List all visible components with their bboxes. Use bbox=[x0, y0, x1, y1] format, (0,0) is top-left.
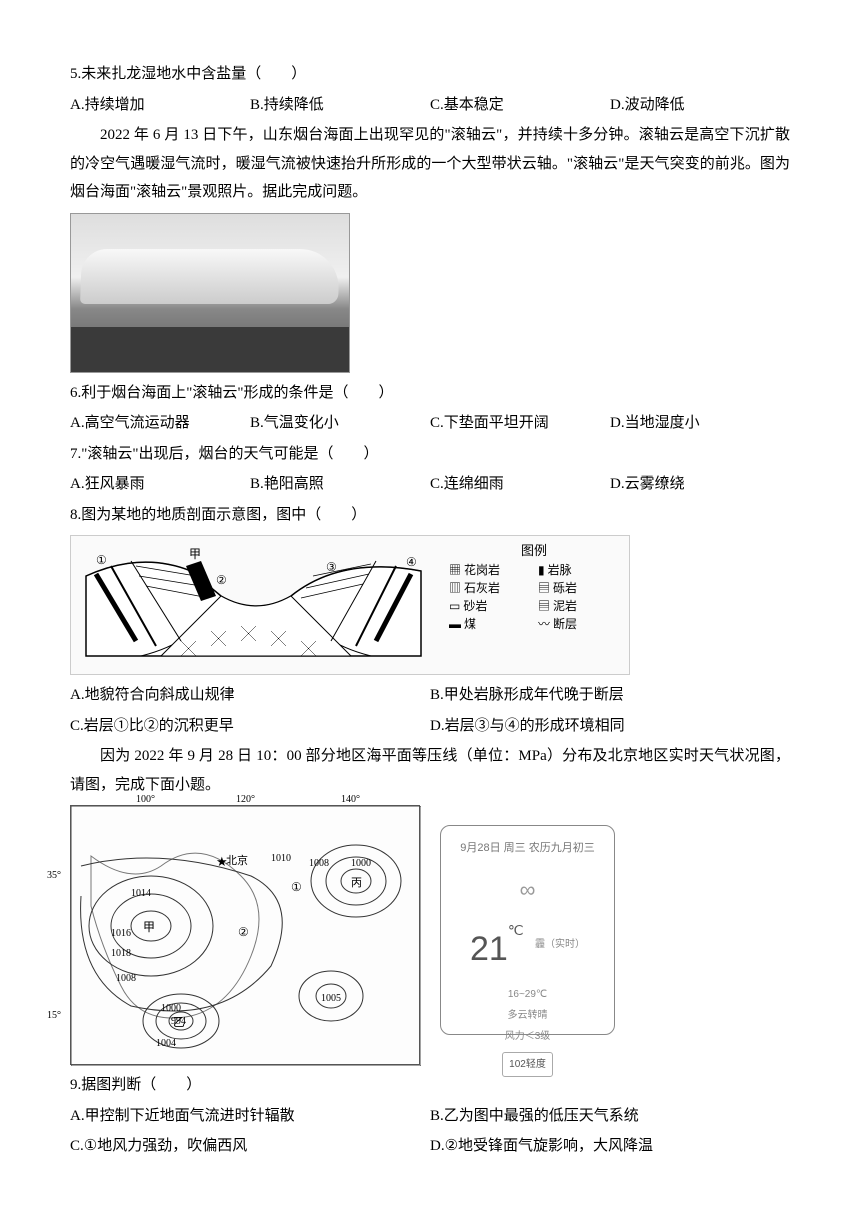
lon-100: 100° bbox=[136, 790, 155, 809]
passage-1: 2022 年 6 月 13 日下午，山东烟台海面上出现罕见的"滚轴云"，并持续十… bbox=[70, 121, 790, 207]
q6-options: A.高空气流运动器 B.气温变化小 C.下垫面平坦开阔 D.当地湿度小 bbox=[70, 409, 790, 438]
q8-options-row2: C.岩层①比②的沉积更早 D.岩层③与④的形成环境相同 bbox=[70, 712, 790, 741]
legend-mudstone: 泥岩 bbox=[553, 599, 577, 613]
svg-text:②: ② bbox=[238, 925, 249, 939]
weather-date: 9月28日 周三 农历九月初三 bbox=[449, 838, 606, 859]
haze-icon: ∞ bbox=[449, 869, 606, 911]
q8-opt-c: C.岩层①比②的沉积更早 bbox=[70, 712, 430, 741]
svg-text:①: ① bbox=[291, 880, 302, 894]
svg-text:④: ④ bbox=[406, 555, 417, 569]
q8-opt-d: D.岩层③与④的形成环境相同 bbox=[430, 712, 790, 741]
svg-text:丙: 丙 bbox=[351, 877, 362, 889]
q5-opt-c: C.基本稳定 bbox=[430, 91, 610, 120]
svg-text:994: 994 bbox=[171, 1016, 186, 1027]
svg-text:1010: 1010 bbox=[271, 853, 291, 864]
q7-options: A.狂风暴雨 B.艳阳高照 C.连绵细雨 D.云雾缭绕 bbox=[70, 470, 790, 499]
svg-text:1000: 1000 bbox=[351, 858, 371, 869]
passage-2: 因为 2022 年 9 月 28 日 10：00 部分地区海平面等压线（单位：M… bbox=[70, 742, 790, 799]
image-geological-section: ① 甲 ② ③ ④ 图例 ▦ 花岗岩▮ 岩脉 ▥ 石灰岩▤ 砾岩 ▭ 砂岩▤ 泥… bbox=[70, 535, 790, 675]
legend-coal: 煤 bbox=[464, 617, 476, 631]
legend-sandstone: 砂岩 bbox=[463, 599, 487, 613]
q7-opt-d: D.云雾缭绕 bbox=[610, 470, 790, 499]
lat-35: 35° bbox=[47, 866, 61, 885]
isobar-map: ★ 北京 甲 乙 丙 ① ② 1010 1008 1014 1018 1008 … bbox=[70, 805, 420, 1065]
q9-options-row1: A.甲控制下近地面气流进时针辐散 B.乙为图中最强的低压天气系统 bbox=[70, 1102, 790, 1131]
q7-opt-a: A.狂风暴雨 bbox=[70, 470, 250, 499]
svg-text:①: ① bbox=[96, 553, 107, 567]
legend-title: 图例 bbox=[449, 541, 619, 561]
lon-140: 140° bbox=[341, 790, 360, 809]
weather-card: 9月28日 周三 农历九月初三 ∞ 21℃ 霾（实时） 16~29℃ 多云转晴 … bbox=[440, 825, 615, 1035]
temp-unit: ℃ bbox=[508, 922, 524, 938]
q8-options-row1: A.地貌符合向斜成山规律 B.甲处岩脉形成年代晚于断层 bbox=[70, 681, 790, 710]
q5-opt-a: A.持续增加 bbox=[70, 91, 250, 120]
map-weather-row: ★ 北京 甲 乙 丙 ① ② 1010 1008 1014 1018 1008 … bbox=[70, 805, 790, 1065]
q6-text: 6.利于烟台海面上"滚轴云"形成的条件是（ ） bbox=[70, 379, 790, 408]
lat-15: 15° bbox=[47, 1006, 61, 1025]
svg-text:1000: 1000 bbox=[161, 1003, 181, 1014]
legend: 图例 ▦ 花岗岩▮ 岩脉 ▥ 石灰岩▤ 砾岩 ▭ 砂岩▤ 泥岩 ▬ 煤〰 断层 bbox=[449, 541, 619, 633]
svg-text:1008: 1008 bbox=[116, 973, 136, 984]
legend-dike: 岩脉 bbox=[548, 563, 572, 577]
svg-text:1004: 1004 bbox=[156, 1038, 176, 1049]
weather-desc: 多云转晴 bbox=[449, 1006, 606, 1025]
q5-options: A.持续增加 B.持续降低 C.基本稳定 D.波动降低 bbox=[70, 91, 790, 120]
lon-120: 120° bbox=[236, 790, 255, 809]
q9-opt-d: D.②地受锋面气旋影响，大风降温 bbox=[430, 1132, 790, 1161]
svg-text:北京: 北京 bbox=[226, 853, 248, 867]
weather-feel: 霾（实时） bbox=[535, 935, 585, 954]
q9-opt-a: A.甲控制下近地面气流进时针辐散 bbox=[70, 1102, 430, 1131]
q6-opt-d: D.当地湿度小 bbox=[610, 409, 790, 438]
q9-opt-b: B.乙为图中最强的低压天气系统 bbox=[430, 1102, 790, 1131]
svg-text:1016: 1016 bbox=[111, 928, 131, 939]
q9-opt-c: C.①地风力强劲，吹偏西风 bbox=[70, 1132, 430, 1161]
q8-opt-a: A.地貌符合向斜成山规律 bbox=[70, 681, 430, 710]
legend-limestone: 石灰岩 bbox=[464, 581, 500, 595]
svg-text:1008: 1008 bbox=[309, 858, 329, 869]
legend-conglomerate: 砾岩 bbox=[553, 581, 577, 595]
legend-fault: 断层 bbox=[553, 617, 577, 631]
svg-text:甲: 甲 bbox=[143, 920, 155, 934]
q9-text: 9.据图判断（ ） bbox=[70, 1071, 790, 1100]
svg-text:1018: 1018 bbox=[111, 948, 131, 959]
q7-opt-c: C.连绵细雨 bbox=[430, 470, 610, 499]
weather-temp: 21℃ 霾（实时） bbox=[449, 917, 606, 982]
q5-opt-b: B.持续降低 bbox=[250, 91, 430, 120]
svg-text:②: ② bbox=[216, 573, 227, 587]
q8-text: 8.图为某地的地质剖面示意图，图中（ ） bbox=[70, 501, 790, 530]
svg-text:甲: 甲 bbox=[189, 547, 201, 561]
weather-wind: 风力＜3级 bbox=[449, 1027, 606, 1046]
q5-opt-d: D.波动降低 bbox=[610, 91, 790, 120]
q7-text: 7."滚轴云"出现后，烟台的天气可能是（ ） bbox=[70, 440, 790, 469]
q9-options-row2: C.①地风力强劲，吹偏西风 D.②地受锋面气旋影响，大风降温 bbox=[70, 1132, 790, 1161]
svg-text:1005: 1005 bbox=[321, 993, 341, 1004]
q8-opt-b: B.甲处岩脉形成年代晚于断层 bbox=[430, 681, 790, 710]
q6-opt-a: A.高空气流运动器 bbox=[70, 409, 250, 438]
svg-text:③: ③ bbox=[326, 560, 337, 574]
temp-value: 21 bbox=[470, 930, 508, 968]
image-roll-cloud bbox=[70, 213, 790, 373]
weather-aqi: 102轻度 bbox=[502, 1052, 553, 1077]
q7-opt-b: B.艳阳高照 bbox=[250, 470, 430, 499]
q6-opt-b: B.气温变化小 bbox=[250, 409, 430, 438]
svg-text:1014: 1014 bbox=[131, 888, 151, 899]
q6-opt-c: C.下垫面平坦开阔 bbox=[430, 409, 610, 438]
legend-granite: 花岗岩 bbox=[464, 563, 500, 577]
weather-range: 16~29℃ bbox=[449, 985, 606, 1004]
q5-text: 5.未来扎龙湿地水中含盐量（ ） bbox=[70, 60, 790, 89]
